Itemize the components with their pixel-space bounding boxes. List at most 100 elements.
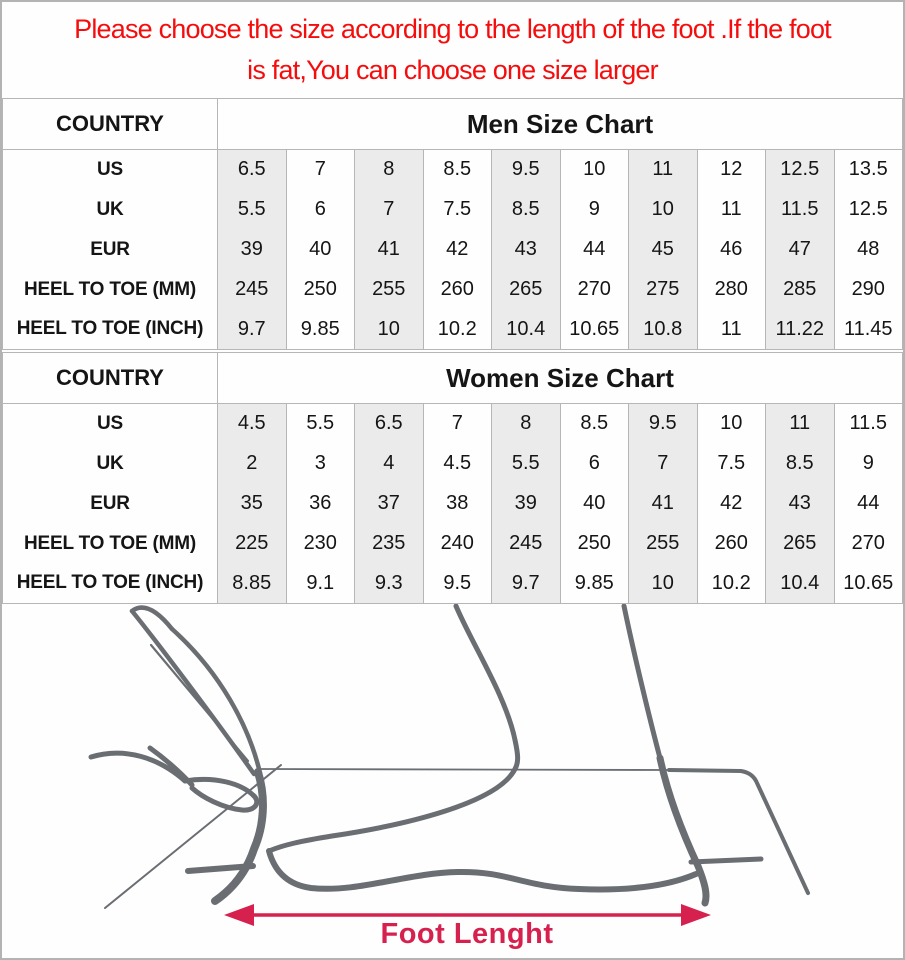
size-cell: 11 bbox=[765, 403, 835, 444]
size-cell: 7 bbox=[422, 403, 492, 444]
size-cell: 38 bbox=[422, 483, 492, 524]
country-header: COUNTRY bbox=[2, 98, 218, 150]
size-cell: 9 bbox=[559, 189, 629, 230]
size-cell: 10.4 bbox=[491, 309, 561, 350]
row-label: UK bbox=[2, 443, 218, 484]
size-cell: 13.5 bbox=[833, 149, 903, 190]
size-cell: 245 bbox=[491, 523, 561, 564]
size-cell: 9.5 bbox=[628, 403, 698, 444]
size-cell: 6 bbox=[559, 443, 629, 484]
size-cell: 12.5 bbox=[833, 189, 903, 230]
size-cell: 6 bbox=[285, 189, 355, 230]
size-cell: 6.5 bbox=[354, 403, 424, 444]
size-cell: 290 bbox=[833, 269, 903, 310]
size-cell: 255 bbox=[628, 523, 698, 564]
notice-text: Please choose the size according to the … bbox=[2, 2, 903, 98]
size-cell: 245 bbox=[217, 269, 287, 310]
size-cell: 36 bbox=[285, 483, 355, 524]
table-row: US 6.5 7 8 8.5 9.5 10 11 12 12.5 13.5 bbox=[2, 149, 903, 190]
table-row: EUR 39 40 41 42 43 44 45 46 47 48 bbox=[2, 229, 903, 270]
size-cell: 35 bbox=[217, 483, 287, 524]
size-cell: 40 bbox=[559, 483, 629, 524]
country-header: COUNTRY bbox=[2, 352, 218, 404]
size-cell: 270 bbox=[833, 523, 903, 564]
size-cell: 5.5 bbox=[217, 189, 287, 230]
size-cell: 260 bbox=[696, 523, 766, 564]
size-cell: 12.5 bbox=[765, 149, 835, 190]
size-cell: 225 bbox=[217, 523, 287, 564]
size-cell: 6.5 bbox=[217, 149, 287, 190]
size-cell: 7.5 bbox=[422, 189, 492, 230]
size-cell: 10 bbox=[628, 189, 698, 230]
size-cell: 230 bbox=[285, 523, 355, 564]
size-cell: 9.5 bbox=[422, 563, 492, 604]
size-cell: 8 bbox=[354, 149, 424, 190]
size-cell: 11.45 bbox=[833, 309, 903, 350]
size-cell: 8.85 bbox=[217, 563, 287, 604]
size-cell: 39 bbox=[217, 229, 287, 270]
size-cell: 9.1 bbox=[285, 563, 355, 604]
size-cell: 9.5 bbox=[491, 149, 561, 190]
row-label: HEEL TO TOE (MM) bbox=[2, 269, 218, 310]
size-cell: 40 bbox=[285, 229, 355, 270]
size-cell: 10.2 bbox=[422, 309, 492, 350]
size-cell: 10 bbox=[628, 563, 698, 604]
table-header-row: COUNTRY Women Size Chart bbox=[2, 352, 903, 404]
size-cell: 42 bbox=[422, 229, 492, 270]
size-cell: 9.7 bbox=[491, 563, 561, 604]
size-cell: 235 bbox=[354, 523, 424, 564]
size-cell: 9 bbox=[833, 443, 903, 484]
size-cell: 285 bbox=[765, 269, 835, 310]
size-cell: 4.5 bbox=[422, 443, 492, 484]
size-cell: 46 bbox=[696, 229, 766, 270]
size-cell: 43 bbox=[765, 483, 835, 524]
notice-line-1: Please choose the size according to the … bbox=[74, 14, 832, 44]
size-cell: 41 bbox=[628, 483, 698, 524]
size-cell: 11 bbox=[696, 189, 766, 230]
size-cell: 250 bbox=[559, 523, 629, 564]
size-cell: 255 bbox=[354, 269, 424, 310]
foot-measure-diagram: Foot Lenght bbox=[2, 604, 903, 958]
size-cell: 45 bbox=[628, 229, 698, 270]
size-cell: 260 bbox=[422, 269, 492, 310]
size-cell: 8.5 bbox=[422, 149, 492, 190]
size-cell: 10 bbox=[559, 149, 629, 190]
size-cell: 8.5 bbox=[765, 443, 835, 484]
size-cell: 7 bbox=[285, 149, 355, 190]
hand-pencil-drawing bbox=[88, 605, 267, 905]
table-row: US 4.5 5.5 6.5 7 8 8.5 9.5 10 11 11.5 bbox=[2, 403, 903, 444]
size-cell: 240 bbox=[422, 523, 492, 564]
table-title: Women Size Chart bbox=[217, 352, 903, 404]
size-cell: 8 bbox=[491, 403, 561, 444]
size-cell: 7.5 bbox=[696, 443, 766, 484]
row-label: US bbox=[2, 149, 218, 190]
size-cell: 2 bbox=[217, 443, 287, 484]
size-cell: 37 bbox=[354, 483, 424, 524]
size-cell: 10.4 bbox=[765, 563, 835, 604]
table-row: HEEL TO TOE (INCH) 9.7 9.85 10 10.2 10.4 10.65… bbox=[2, 309, 903, 350]
foot-outline bbox=[104, 604, 810, 909]
table-row: EUR 35 36 37 38 39 40 41 42 43 44 bbox=[2, 483, 903, 524]
size-cell: 3 bbox=[285, 443, 355, 484]
size-cell: 11 bbox=[628, 149, 698, 190]
size-cell: 275 bbox=[628, 269, 698, 310]
table-row: UK 2 3 4 4.5 5.5 6 7 7.5 8.5 9 bbox=[2, 443, 903, 484]
row-label: HEEL TO TOE (INCH) bbox=[2, 563, 218, 604]
size-cell: 44 bbox=[833, 483, 903, 524]
size-cell: 10 bbox=[354, 309, 424, 350]
size-cell: 5.5 bbox=[285, 403, 355, 444]
measure-arrow bbox=[224, 904, 711, 926]
foot-drawing bbox=[88, 604, 810, 926]
size-cell: 9.3 bbox=[354, 563, 424, 604]
row-label: HEEL TO TOE (MM) bbox=[2, 523, 218, 564]
size-cell: 265 bbox=[765, 523, 835, 564]
size-cell: 44 bbox=[559, 229, 629, 270]
size-cell: 42 bbox=[696, 483, 766, 524]
table-row: HEEL TO TOE (MM) 225 230 235 240 245 250 255 260… bbox=[2, 523, 903, 564]
size-cell: 9.7 bbox=[217, 309, 287, 350]
notice-line-2: is fat,You can choose one size larger bbox=[247, 55, 658, 85]
size-cell: 41 bbox=[354, 229, 424, 270]
size-cell: 8.5 bbox=[491, 189, 561, 230]
men-size-table: COUNTRY Men Size Chart US 6.5 7 8 8.5 9.5 10 11 12… bbox=[2, 98, 903, 350]
